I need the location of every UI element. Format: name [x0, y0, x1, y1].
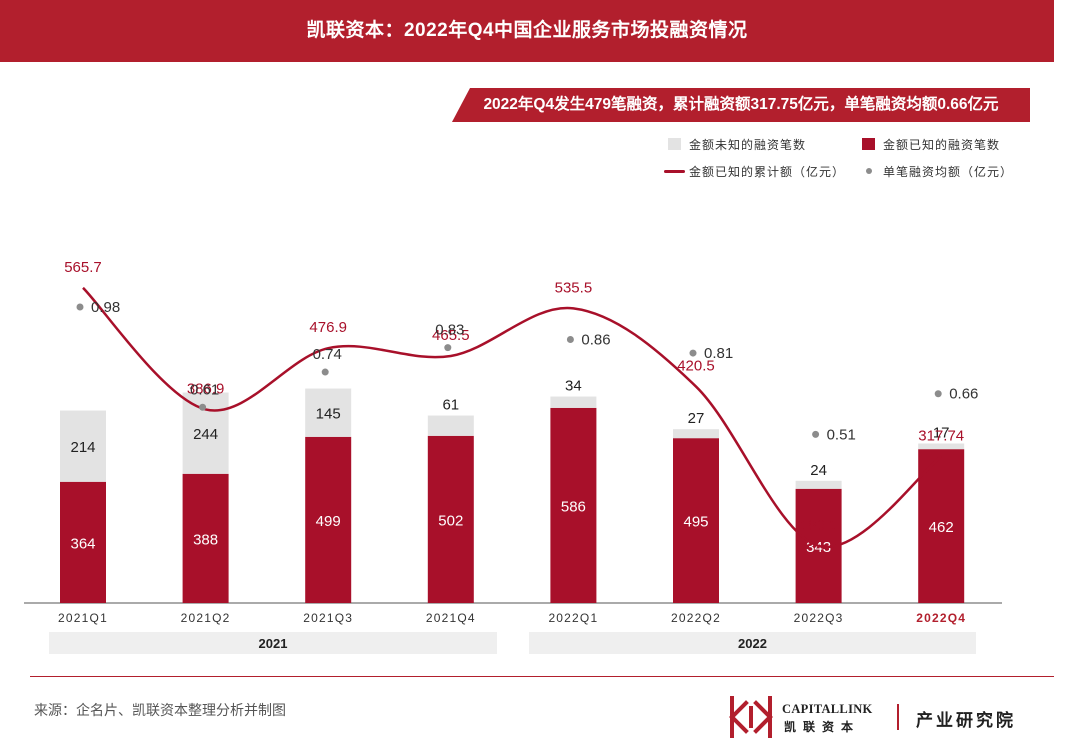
- label-known-2021Q4: 502: [438, 512, 463, 529]
- x-tick-2021Q2: 2021Q2: [181, 611, 231, 625]
- label-unknown-2022Q4: 17: [933, 424, 950, 441]
- bar-unknown-2022Q3: [795, 480, 842, 489]
- label-known-2021Q3: 499: [316, 513, 341, 530]
- label-total-2022Q1: 535.5: [555, 279, 593, 296]
- label-total-2021Q3: 476.9: [309, 319, 347, 336]
- x-tick-2022Q4: 2022Q4: [916, 611, 966, 625]
- page-title: 凯联资本：2022年Q4中国企业服务市场投融资情况: [306, 20, 748, 41]
- label-avg-2022Q3: 0.51: [827, 426, 856, 443]
- label-unknown-2021Q1: 214: [70, 439, 95, 456]
- label-known-2021Q1: 364: [70, 535, 95, 552]
- summary-callout: 2022年Q4发生479笔融资，累计融资额317.75亿元，单笔融资均额0.66…: [452, 88, 1030, 122]
- bar-unknown-2021Q3: [305, 388, 352, 437]
- x-tick-2021Q4: 2021Q4: [426, 611, 476, 625]
- label-known-2022Q4: 462: [929, 519, 954, 536]
- label-unknown-2021Q2: 244: [193, 426, 218, 443]
- legend-label-dot: 单笔融资均额（亿元）: [883, 165, 1014, 179]
- avg-dot-2021Q1: [76, 303, 84, 311]
- label-avg-2022Q4: 0.66: [949, 386, 978, 403]
- year-label-2021: 2021: [259, 636, 288, 651]
- title-banner: [0, 0, 1054, 62]
- bar-unknown-2022Q2: [673, 429, 719, 439]
- bar-unknown-2021Q1: [60, 410, 106, 482]
- label-known-2022Q1: 586: [561, 498, 586, 515]
- avg-dot-2022Q3: [812, 430, 820, 438]
- legend-swatch-dot: [866, 168, 872, 174]
- x-tick-2022Q3: 2022Q3: [794, 611, 844, 625]
- year-band-2022: [529, 632, 976, 654]
- label-avg-2021Q2: 0.61: [190, 381, 219, 398]
- label-avg-2022Q2: 0.81: [704, 345, 733, 362]
- label-unknown-2022Q1: 34: [565, 378, 582, 395]
- label-total-2021Q1: 565.7: [64, 259, 102, 276]
- avg-dot-2021Q4: [444, 344, 452, 352]
- avg-dot-2022Q4: [934, 390, 942, 398]
- bar-unknown-2022Q1: [550, 396, 597, 408]
- legend-swatch-line: [664, 170, 685, 173]
- label-avg-2021Q3: 0.74: [313, 346, 342, 363]
- avg-dot-2021Q2: [199, 403, 207, 411]
- label-known-2021Q2: 388: [193, 531, 218, 548]
- label-total-2021Q4: 465.5: [432, 327, 470, 344]
- legend-label-known: 金额已知的融资笔数: [883, 138, 1001, 152]
- label-unknown-2022Q3: 24: [810, 462, 827, 479]
- year-band-2021: [49, 632, 497, 654]
- label-known-2022Q2: 495: [683, 514, 708, 531]
- label-avg-2021Q1: 0.98: [91, 299, 120, 316]
- label-total-2021Q2: 386.9: [187, 380, 225, 397]
- label-total-2022Q3: 186.1: [800, 517, 838, 534]
- bar-known-2022Q2: [673, 438, 719, 603]
- label-unknown-2021Q4: 61: [442, 397, 459, 414]
- label-unknown-2022Q2: 27: [688, 410, 705, 427]
- legend-label-unknown: 金额未知的融资笔数: [689, 138, 807, 152]
- footer-divider: [30, 676, 1054, 677]
- avg-dot-2022Q2: [689, 349, 697, 357]
- bar-known-2021Q4: [427, 435, 474, 603]
- brand-institute: 产业研究院: [916, 711, 1016, 730]
- brand-name-cn: 凯联资本: [784, 720, 861, 734]
- avg-dot-2022Q1: [566, 336, 574, 344]
- source-note: 来源：企名片、凯联资本整理分析并制图: [34, 702, 286, 718]
- bar-known-2022Q1: [550, 407, 597, 603]
- x-tick-2021Q3: 2021Q3: [303, 611, 353, 625]
- avg-dot-2021Q3: [321, 368, 329, 376]
- legend-swatch-unknown: [668, 138, 681, 150]
- bar-unknown-2022Q4: [918, 443, 965, 450]
- bar-known-2022Q4: [918, 449, 965, 603]
- x-tick-2022Q2: 2022Q2: [671, 611, 721, 625]
- label-total-2022Q2: 420.5: [677, 358, 715, 375]
- legend-label-line: 金额已知的累计额（亿元）: [689, 165, 846, 179]
- total-amount-line: [82, 286, 942, 549]
- label-avg-2022Q1: 0.86: [581, 332, 610, 349]
- brand-name-en: CAPITALLINK: [782, 702, 873, 716]
- x-tick-2021Q1: 2021Q1: [58, 611, 108, 625]
- bar-unknown-2021Q4: [427, 415, 474, 436]
- legend-swatch-known: [862, 138, 875, 150]
- bar-known-2021Q2: [182, 473, 229, 603]
- label-total-2022Q4: 317.74: [918, 427, 964, 444]
- year-label-2022: 2022: [738, 636, 767, 651]
- label-unknown-2021Q3: 145: [316, 406, 341, 423]
- bar-known-2021Q1: [60, 481, 106, 603]
- label-avg-2021Q4: 0.83: [435, 322, 464, 339]
- x-tick-2022Q1: 2022Q1: [548, 611, 598, 625]
- brand-separator: [897, 704, 899, 730]
- capitallink-logo-icon: [729, 696, 773, 738]
- bar-known-2021Q3: [305, 436, 352, 603]
